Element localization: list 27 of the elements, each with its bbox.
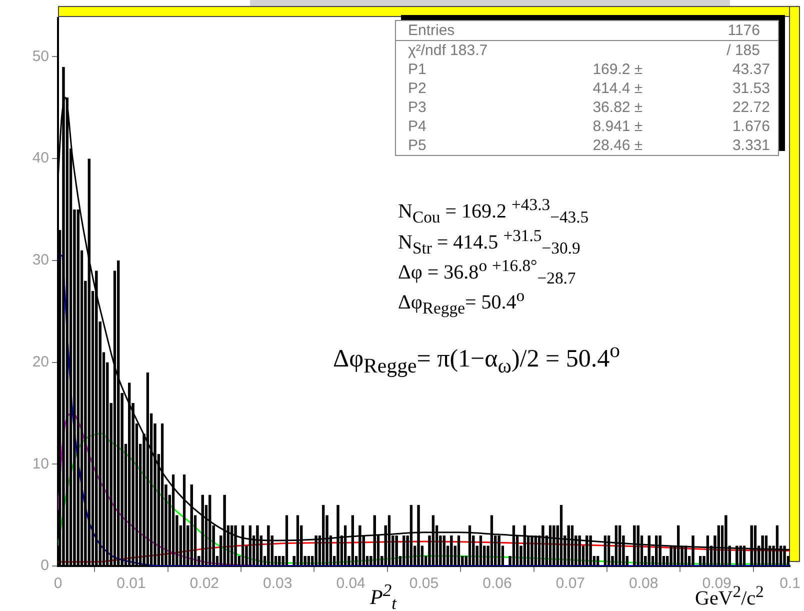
x-tick-label: 0.06 bbox=[482, 575, 512, 592]
x-tick-label: 0.01 bbox=[116, 575, 146, 592]
text: P3 36.82 ± 22.72 bbox=[408, 99, 770, 116]
y-tick-label: 0 bbox=[40, 557, 49, 574]
text: P5 28.46 ± 3.331 bbox=[408, 137, 770, 154]
x-tick-label: 0.07 bbox=[556, 575, 585, 592]
x-tick-label: 0.02 bbox=[190, 575, 219, 592]
y-tick-label: 30 bbox=[32, 252, 49, 269]
annotation: Δφ$_{Regge}$= 50.4$^{o}$ bbox=[398, 286, 525, 319]
y-tick-label: 10 bbox=[32, 455, 49, 472]
y-tick-label: 20 bbox=[32, 353, 49, 370]
x-tick-label: 0.08 bbox=[629, 575, 658, 592]
text: χ²/ndf 183.7 / 185 bbox=[408, 42, 760, 59]
text: P4 8.941 ± 1.676 bbox=[408, 118, 770, 135]
x-tick-label: 0.03 bbox=[263, 575, 292, 592]
x-tick-label: 0.05 bbox=[409, 575, 439, 592]
x-tick-label: 0.1 bbox=[780, 575, 800, 592]
y-tick-label: 40 bbox=[32, 150, 49, 167]
x-tick-label: 0 bbox=[54, 575, 62, 592]
text: P1 169.2 ± 43.37 bbox=[408, 61, 770, 78]
annotation: Δφ$_{Regge}$= π(1−α$_{ω}$)/2 = 50.4$^{o}$ bbox=[333, 338, 620, 378]
text: Entries 1176 bbox=[408, 22, 760, 39]
y-tick-label: 50 bbox=[32, 48, 49, 65]
x-tick-label: 0.09 bbox=[702, 575, 732, 592]
line-series bbox=[58, 540, 790, 563]
x-tick-label: 0.04 bbox=[336, 575, 366, 592]
text: P2 414.4 ± 31.53 bbox=[408, 80, 770, 97]
